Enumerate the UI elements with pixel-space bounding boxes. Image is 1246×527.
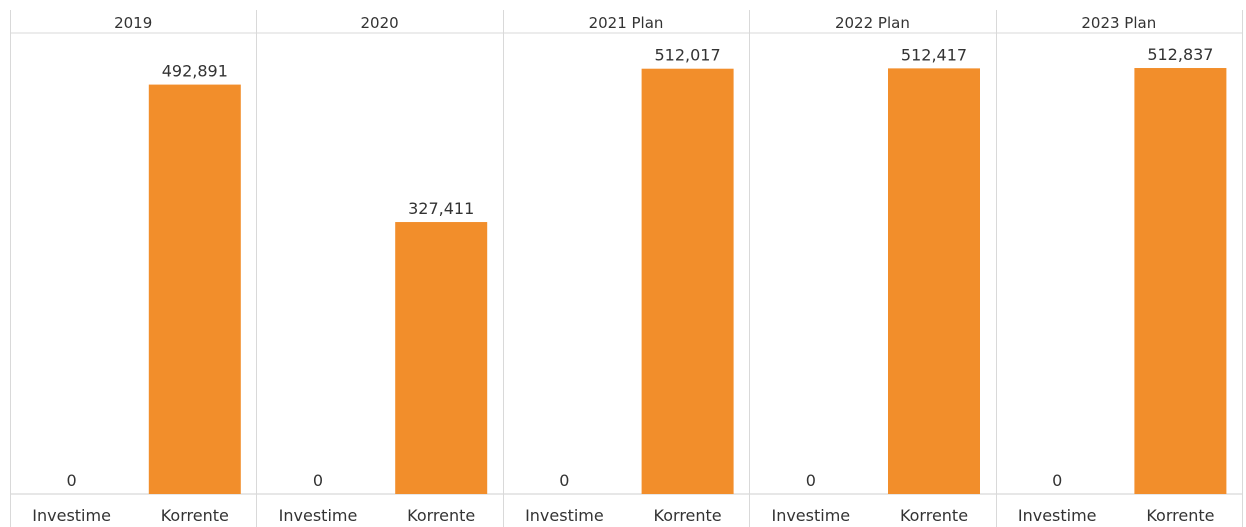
panel-header: 2021 Plan xyxy=(589,14,664,32)
data-label: 512,017 xyxy=(655,46,721,65)
category-label: Investime xyxy=(771,506,850,525)
bar xyxy=(395,222,488,494)
data-label: 0 xyxy=(313,471,323,490)
data-label: 492,891 xyxy=(162,62,228,81)
panel-header: 2023 Plan xyxy=(1081,14,1156,32)
data-label: 512,417 xyxy=(901,45,967,64)
data-label: 0 xyxy=(806,471,816,490)
category-label: Investime xyxy=(32,506,111,525)
data-label: 0 xyxy=(559,471,569,490)
category-label: Investime xyxy=(525,506,604,525)
data-label: 327,411 xyxy=(408,199,474,218)
category-label: Investime xyxy=(1018,506,1097,525)
bar xyxy=(1134,68,1227,494)
panel-header: 2019 xyxy=(114,14,152,32)
category-label: Korrente xyxy=(161,506,229,525)
data-label: 512,837 xyxy=(1147,45,1213,64)
bar xyxy=(641,68,734,494)
panel-header: 2020 xyxy=(361,14,399,32)
category-label: Korrente xyxy=(900,506,968,525)
bar xyxy=(888,68,980,495)
data-label: 0 xyxy=(67,471,77,490)
bar xyxy=(148,84,241,495)
panel-header: 2022 Plan xyxy=(835,14,910,32)
category-label: Korrente xyxy=(1146,506,1214,525)
category-label: Korrente xyxy=(654,506,722,525)
category-label: Korrente xyxy=(407,506,475,525)
data-label: 0 xyxy=(1052,471,1062,490)
category-label: Investime xyxy=(279,506,358,525)
